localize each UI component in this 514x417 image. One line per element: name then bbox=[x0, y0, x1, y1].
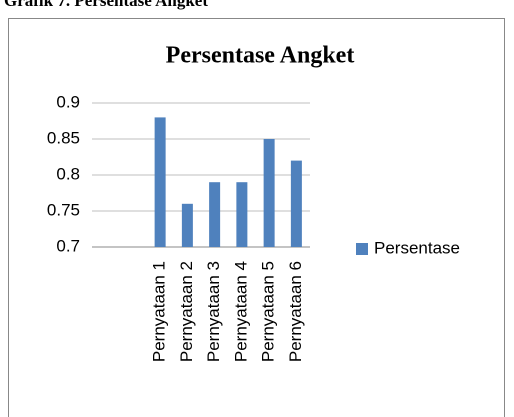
x-tick-label: Pernyataan 1 bbox=[150, 261, 169, 362]
x-tick-label: Pernyataan 5 bbox=[259, 261, 278, 362]
chart-border bbox=[8, 18, 505, 417]
bar bbox=[290, 160, 302, 247]
y-tick-label: 0.7 bbox=[56, 236, 80, 255]
x-tick-label: Pernyataan 3 bbox=[204, 261, 223, 362]
chart-title: Persentase Angket bbox=[166, 43, 355, 69]
y-tick-label: 0.8 bbox=[56, 164, 80, 183]
x-tick-label: Pernyataan 4 bbox=[231, 261, 250, 362]
caption: Grafik 7. Persentase Angket bbox=[4, 0, 208, 10]
bar bbox=[263, 139, 275, 247]
legend-label: Persentase bbox=[374, 238, 460, 257]
x-tick-label: Pernyataan 2 bbox=[177, 261, 196, 362]
bar bbox=[209, 182, 221, 247]
legend-swatch bbox=[356, 243, 368, 255]
x-tick-label: Pernyataan 6 bbox=[286, 261, 305, 362]
y-tick-label: 0.85 bbox=[47, 128, 80, 147]
bar bbox=[236, 182, 248, 247]
bar bbox=[154, 117, 166, 248]
y-tick-label: 0.75 bbox=[47, 200, 80, 219]
y-tick-label: 0.9 bbox=[56, 92, 80, 111]
bar bbox=[181, 203, 193, 247]
